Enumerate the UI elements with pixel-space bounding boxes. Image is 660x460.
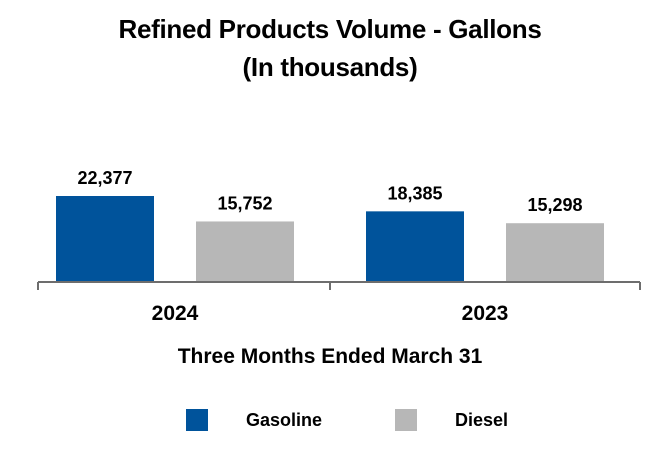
x-tick-label-2024: 2024 [152,302,199,325]
bar-diesel-2023 [506,223,604,282]
legend-swatch-diesel [395,409,417,431]
legend-label-gasoline: Gasoline [246,409,323,430]
bar-gasoline-2024 [56,196,154,282]
x-tick-label-2023: 2023 [462,302,509,325]
bar-gasoline-2023 [366,211,464,282]
legend-label-diesel: Diesel [455,409,509,430]
data-label-gasoline-2023: 18,385 [387,183,442,203]
legend-item-gasoline: Gasoline [186,409,322,431]
bar-diesel-2024 [196,221,294,282]
legend-swatch-gasoline [186,409,208,431]
x-axis-title: Three Months Ended March 31 [178,345,483,368]
data-label-diesel-2023: 15,298 [527,195,582,215]
data-label-gasoline-2024: 22,377 [77,168,132,188]
chart-subtitle: (In thousands) [242,52,418,82]
data-label-diesel-2024: 15,752 [217,193,272,213]
chart-title: Refined Products Volume - Gallons [118,14,542,44]
legend-item-diesel: Diesel [395,409,508,431]
